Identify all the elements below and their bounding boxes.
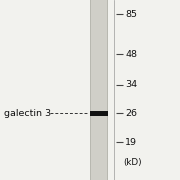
Text: (kD): (kD) (123, 158, 142, 166)
Bar (90, 111, 108, 116)
Text: 48: 48 (125, 50, 137, 59)
Text: 34: 34 (125, 80, 137, 89)
Bar (90, 0, 108, 180)
Text: 19: 19 (125, 138, 137, 147)
Bar (107, 0, 108, 180)
Text: galectin 3: galectin 3 (4, 109, 51, 118)
Bar (90, 0, 91, 180)
Text: 26: 26 (125, 109, 137, 118)
Text: 85: 85 (125, 10, 137, 19)
